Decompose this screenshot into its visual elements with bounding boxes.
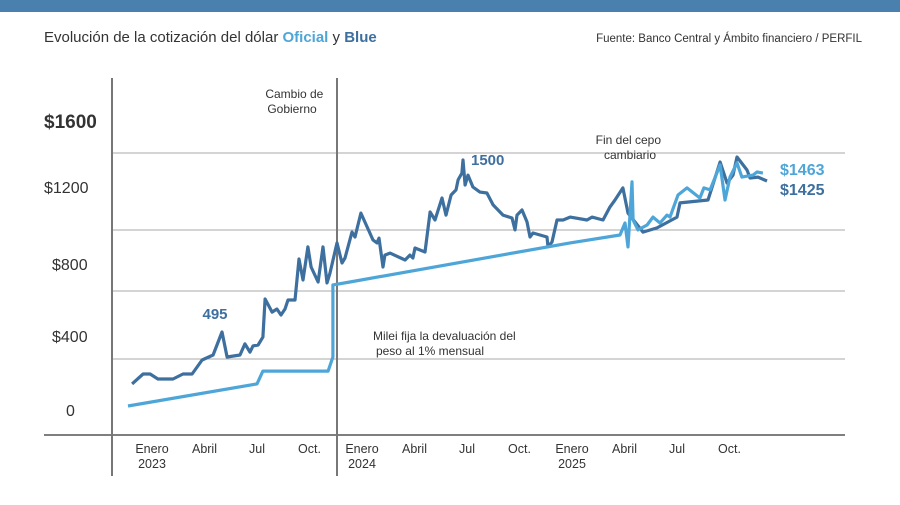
x-tick-label: Enero (135, 442, 168, 456)
annotation-line: Fin del cepo (596, 133, 662, 147)
x-tick-label: Jul (249, 442, 265, 456)
data-label-1500: 1500 (471, 152, 504, 169)
x-tick-label: Jul (669, 442, 685, 456)
series-line-blue (131, 155, 768, 386)
annotation-line: Cambio de (265, 87, 323, 101)
title-blue: Blue (344, 29, 377, 46)
series-lines (127, 155, 768, 408)
x-tick-year: 2025 (558, 457, 586, 471)
annotation-line: peso al 1% mensual (376, 344, 484, 358)
x-tick-label: Jul (459, 442, 475, 456)
data-label-oficial-last: $1463 (780, 162, 825, 179)
x-tick-label: Abril (192, 442, 217, 456)
y-tick-label: $1200 (44, 180, 89, 197)
header-band (0, 0, 900, 12)
x-tick-label: Abril (402, 442, 427, 456)
x-tick-year: 2024 (348, 457, 376, 471)
title-joiner: y (328, 29, 344, 46)
x-tick-label: Oct. (718, 442, 741, 456)
annotation-line: cambiario (604, 148, 656, 162)
x-tick-label: Enero (555, 442, 588, 456)
y-tick-label: $800 (52, 257, 88, 274)
y-tick-label: $1600 (44, 112, 97, 133)
data-label-495: 495 (202, 306, 227, 323)
x-tick-label: Enero (345, 442, 378, 456)
title-prefix: Evolución de la cotización del dólar (44, 29, 282, 46)
y-tick-label: $400 (52, 329, 88, 346)
annotation-line: Milei fija la devaluación del (373, 329, 516, 343)
series-line-oficial (127, 161, 764, 408)
annotation-cambio: Cambio de Gobierno (265, 87, 326, 116)
chart-title: Evolución de la cotización del dólar Ofi… (44, 29, 377, 46)
annotation-cepo: Fin del cepo cambiario (596, 133, 665, 162)
annotation-line: Gobierno (267, 102, 317, 116)
y-tick-label: 0 (66, 403, 75, 420)
source-note: Fuente: Banco Central y Ámbito financier… (596, 32, 863, 45)
x-tick-label: Oct. (508, 442, 531, 456)
data-label-blue-last: $1425 (780, 182, 825, 199)
x-tick-label: Oct. (298, 442, 321, 456)
title-oficial: Oficial (282, 29, 328, 46)
x-tick-year: 2023 (138, 457, 166, 471)
x-tick-label: Abril (612, 442, 637, 456)
annotation-milei: Milei fija la devaluación del peso al 1%… (373, 329, 519, 358)
